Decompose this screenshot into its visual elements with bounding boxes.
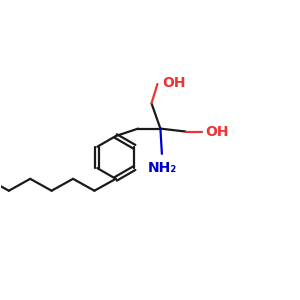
Text: OH: OH: [162, 76, 185, 89]
Text: NH₂: NH₂: [147, 161, 176, 175]
Text: OH: OH: [206, 124, 229, 139]
